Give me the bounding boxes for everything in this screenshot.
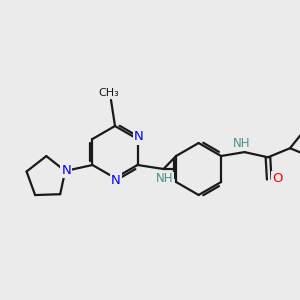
Text: O: O bbox=[272, 172, 283, 185]
Text: N: N bbox=[61, 164, 71, 176]
Text: NH: NH bbox=[156, 172, 173, 185]
Text: N: N bbox=[111, 173, 121, 187]
Text: CH₃: CH₃ bbox=[99, 88, 119, 98]
Text: NH: NH bbox=[233, 136, 250, 150]
Text: N: N bbox=[134, 130, 143, 143]
